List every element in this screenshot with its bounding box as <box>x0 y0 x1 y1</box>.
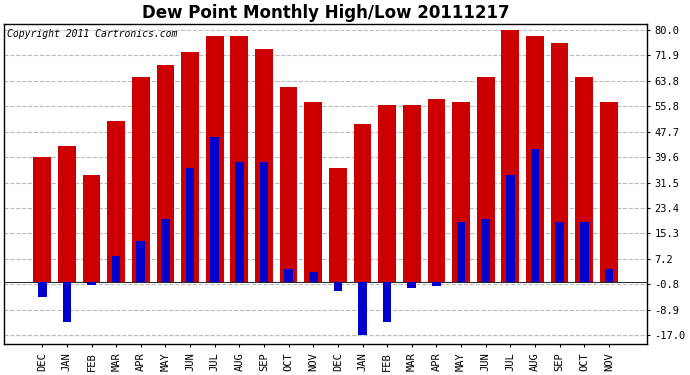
Bar <box>604 269 613 282</box>
Bar <box>555 222 564 282</box>
Bar <box>502 30 519 282</box>
Bar <box>309 272 317 282</box>
Bar <box>259 162 268 282</box>
Bar <box>107 121 125 282</box>
Bar <box>408 282 416 288</box>
Bar <box>63 282 71 322</box>
Bar <box>87 282 96 285</box>
Bar <box>58 146 76 282</box>
Bar <box>403 105 421 282</box>
Bar <box>452 102 470 282</box>
Bar <box>329 168 347 282</box>
Bar <box>235 162 244 282</box>
Bar <box>284 269 293 282</box>
Bar <box>333 282 342 291</box>
Bar <box>304 102 322 282</box>
Bar <box>255 49 273 282</box>
Bar <box>358 282 367 335</box>
Bar <box>230 36 248 282</box>
Bar <box>477 77 495 282</box>
Bar <box>526 36 544 282</box>
Bar <box>112 256 121 282</box>
Bar <box>432 282 441 286</box>
Bar <box>600 102 618 282</box>
Text: Copyright 2011 Cartronics.com: Copyright 2011 Cartronics.com <box>8 28 178 39</box>
Bar <box>279 87 297 282</box>
Title: Dew Point Monthly High/Low 20111217: Dew Point Monthly High/Low 20111217 <box>141 4 509 22</box>
Bar <box>580 222 589 282</box>
Bar <box>137 241 145 282</box>
Bar <box>457 222 465 282</box>
Bar <box>354 124 371 282</box>
Bar <box>157 64 175 282</box>
Bar <box>33 157 51 282</box>
Bar <box>575 77 593 282</box>
Bar <box>206 36 224 282</box>
Bar <box>531 150 540 282</box>
Bar <box>482 219 490 282</box>
Bar <box>428 99 445 282</box>
Bar <box>132 77 150 282</box>
Bar <box>181 52 199 282</box>
Bar <box>38 282 46 297</box>
Bar <box>506 175 515 282</box>
Bar <box>210 137 219 282</box>
Bar <box>186 168 195 282</box>
Bar <box>161 219 170 282</box>
Bar <box>551 43 569 282</box>
Bar <box>83 175 100 282</box>
Bar <box>378 105 396 282</box>
Bar <box>383 282 391 322</box>
